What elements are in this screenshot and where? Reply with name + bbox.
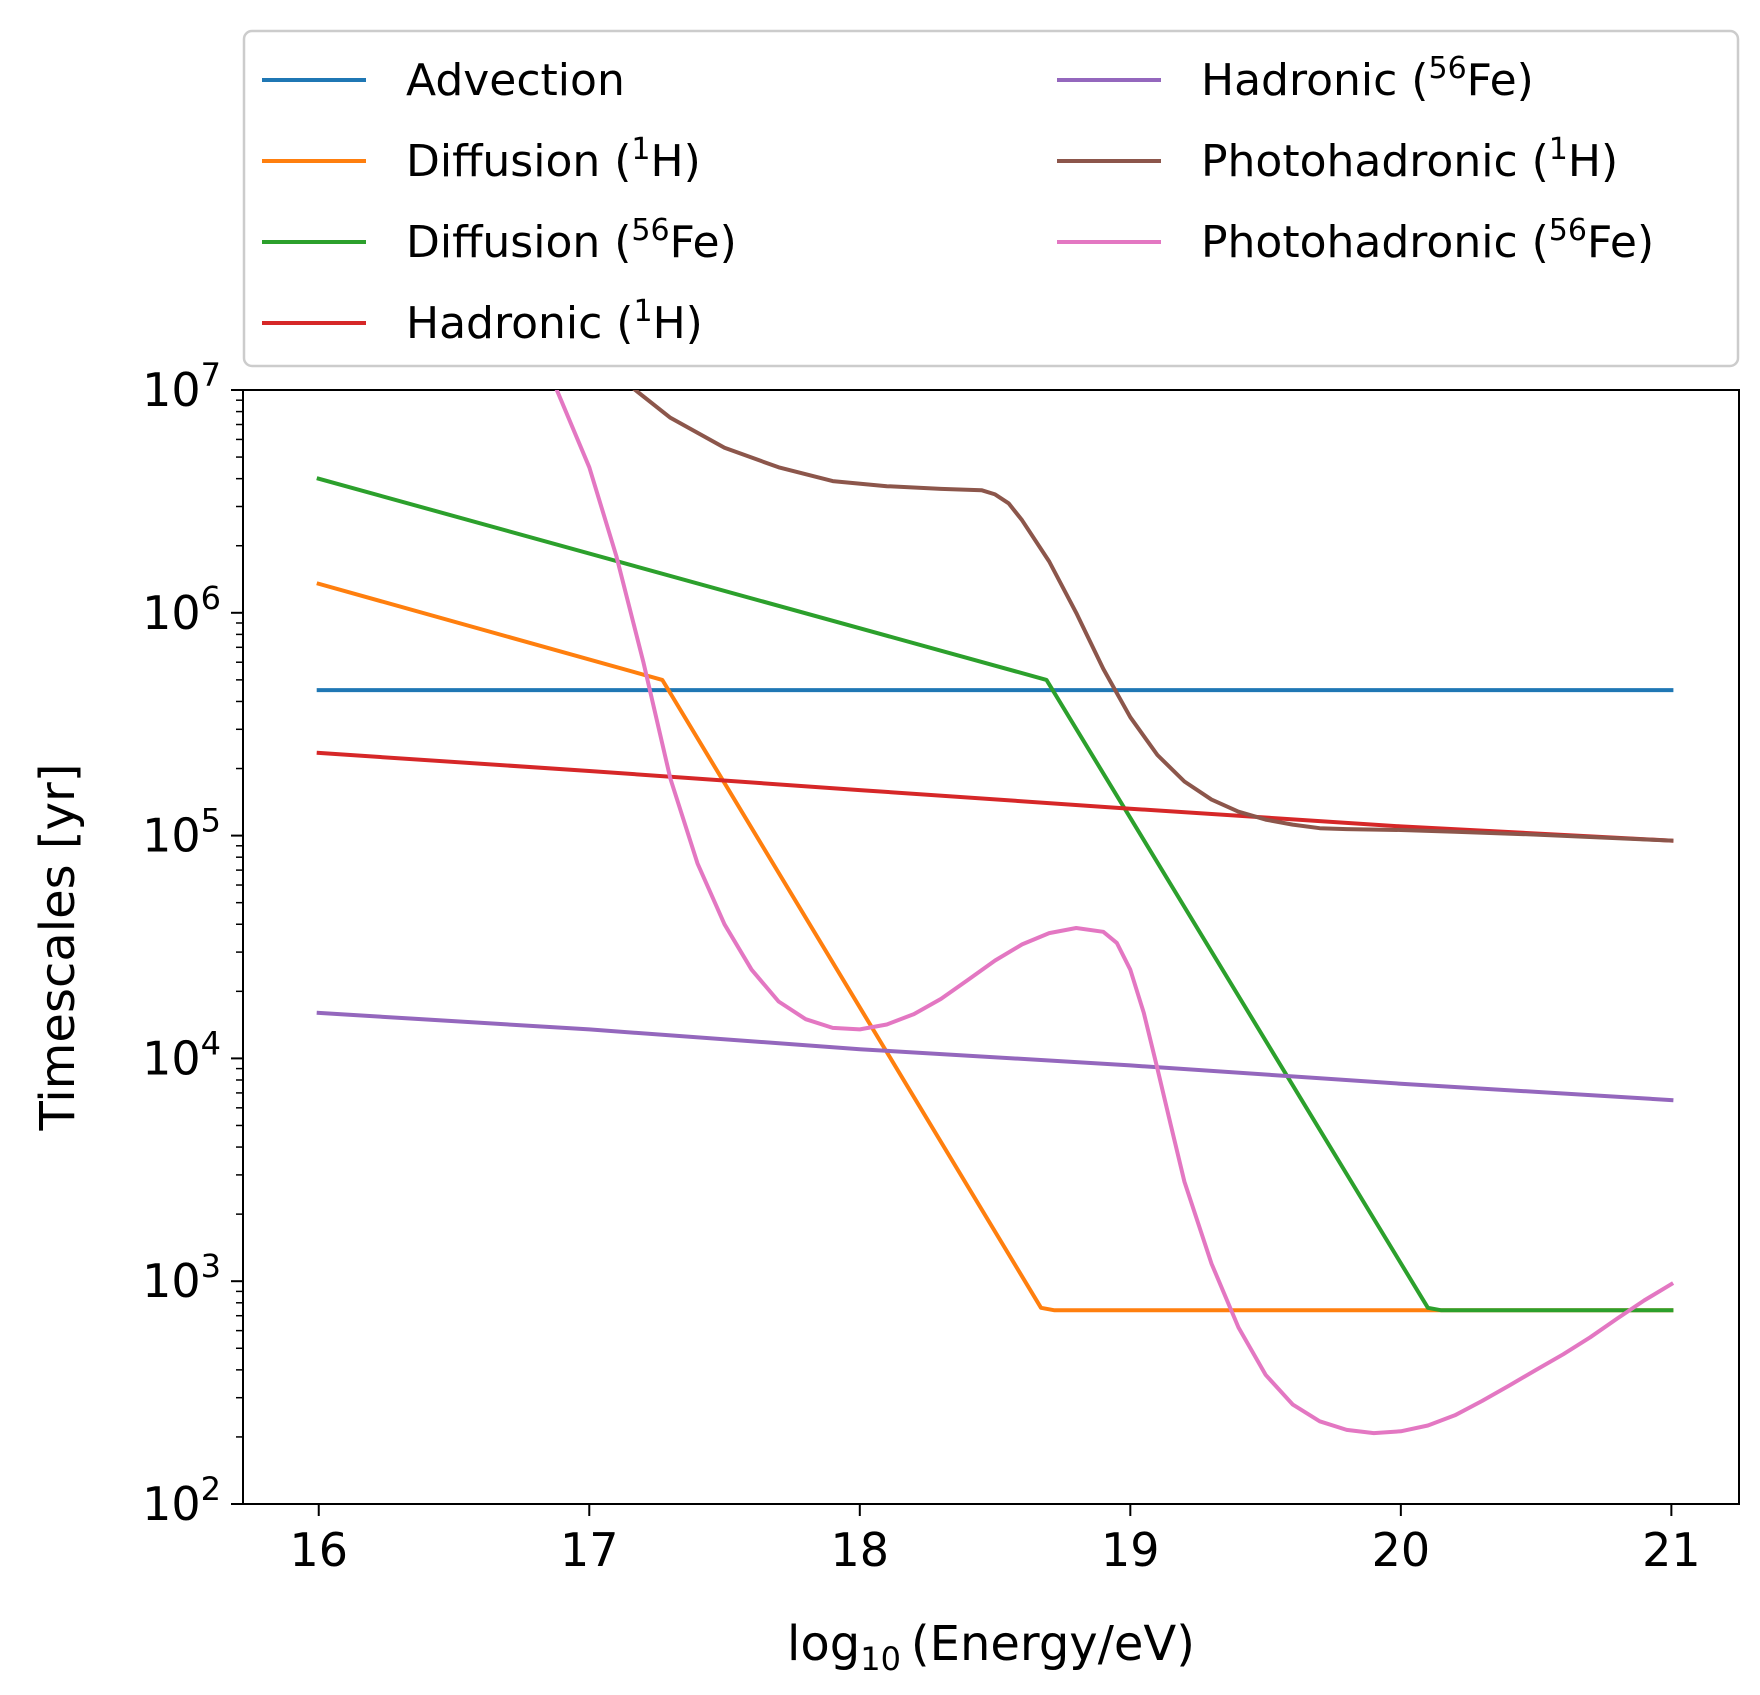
y-tick-label: 104 (142, 1024, 221, 1085)
legend-label-photohadronic-56fe: Photohadronic (56Fe) (1201, 213, 1654, 268)
y-tick-label: 106 (142, 579, 221, 640)
x-tick-label: 21 (1642, 1523, 1701, 1577)
x-tick-label: 19 (1101, 1523, 1160, 1577)
legend-label-hadronic-56fe: Hadronic (56Fe) (1201, 51, 1534, 106)
legend-label-advection: Advection (406, 55, 625, 106)
y-tick-label: 105 (142, 802, 221, 863)
legend: Advection Diffusion (1H) Diffusion (56Fe) H… (242, 29, 1740, 368)
y-axis-label: Timescales [yr] (30, 763, 86, 1131)
plot-area (242, 389, 1740, 1505)
x-tick-label: 20 (1372, 1523, 1431, 1577)
series-layer (316, 390, 1675, 1436)
legend-label-diffusion-1h: Diffusion (1H) (406, 132, 701, 187)
series-line-diffusion-56fe (316, 476, 1674, 1313)
y-tick-label: 102 (142, 1470, 221, 1531)
series-line-hadronic-56fe (316, 1010, 1674, 1103)
x-axis: 16 17 18 19 20 21 (289, 1504, 1701, 1577)
legend-label-photohadronic-1h: Photohadronic (1H) (1201, 132, 1618, 187)
series-line-hadronic-1h (316, 750, 1674, 843)
legend-frame (242, 29, 1740, 368)
x-tick-label: 17 (560, 1523, 619, 1577)
series-line-photohadronic-1h (632, 390, 1674, 843)
series-line-photohadronic-56fe (554, 390, 1675, 1436)
legend-label-hadronic-1h: Hadronic (1H) (406, 294, 703, 349)
y-axis: 102 103 104 105 106 107 (142, 356, 243, 1531)
legend-label-diffusion-56fe: Diffusion (56Fe) (406, 213, 737, 268)
y-tick-label: 103 (142, 1247, 221, 1308)
x-tick-label: 16 (289, 1523, 348, 1577)
x-tick-label: 18 (831, 1523, 890, 1577)
x-axis-label: log10 (Energy/eV) (787, 1616, 1195, 1678)
y-tick-label: 107 (142, 356, 221, 417)
